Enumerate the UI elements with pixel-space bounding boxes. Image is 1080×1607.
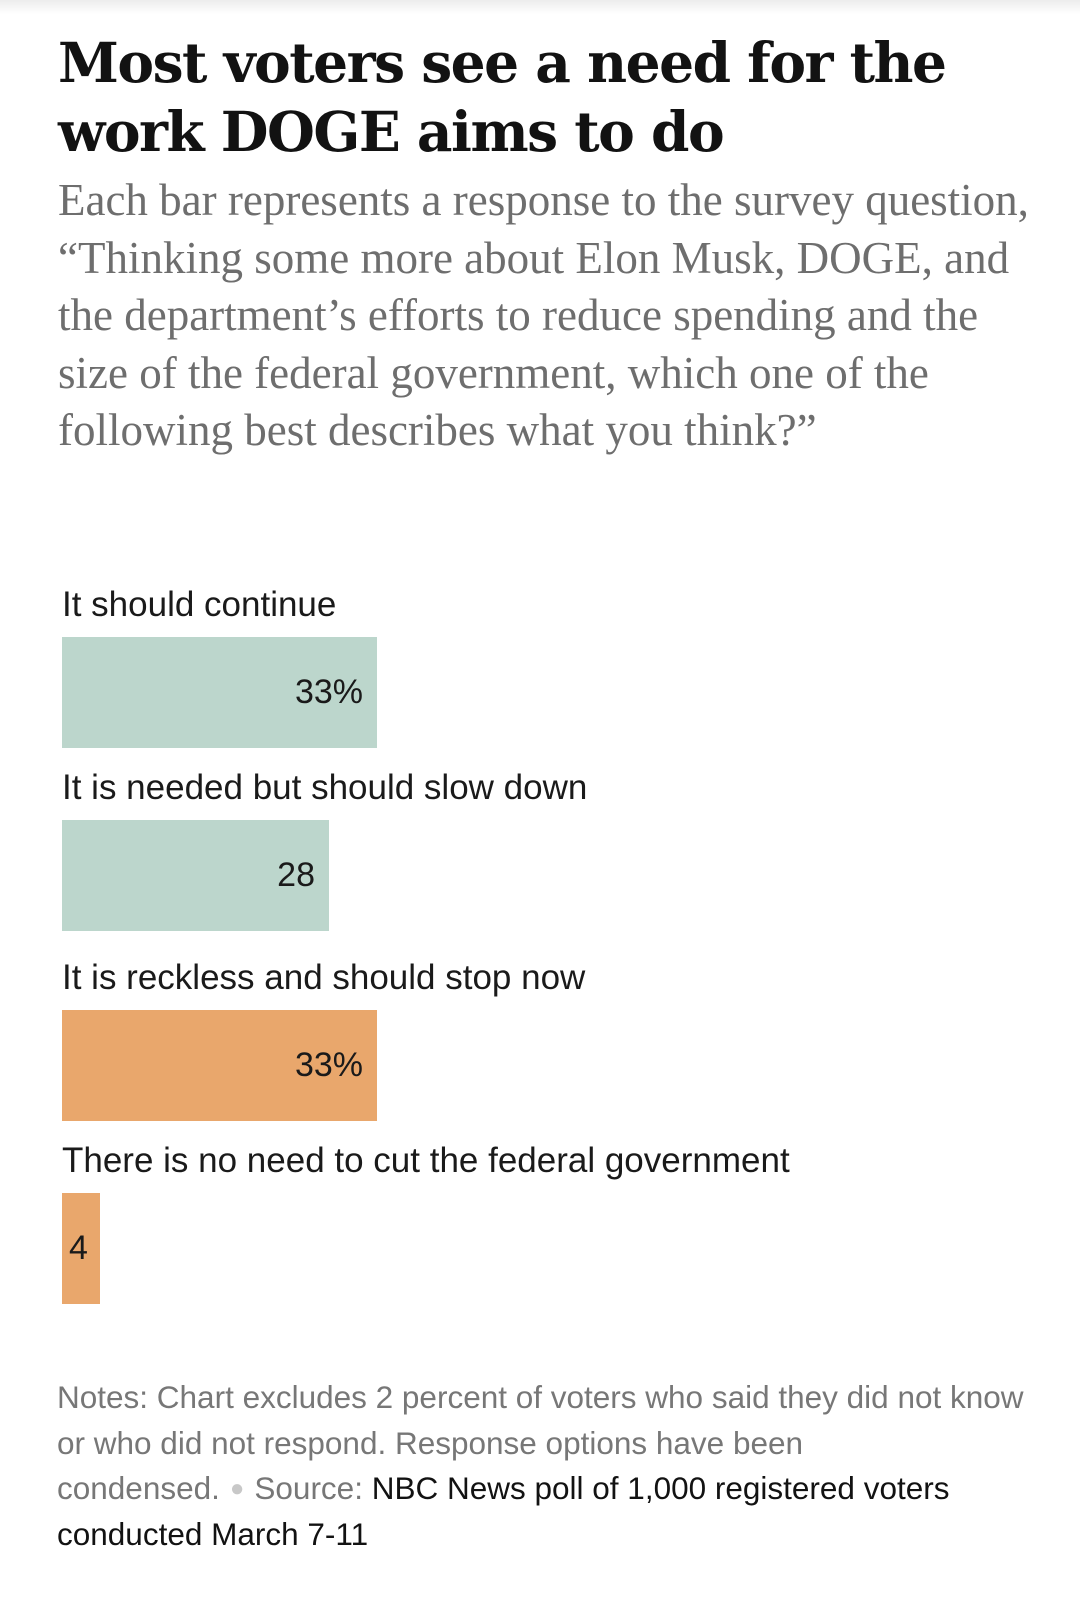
top-shadow [0,0,1080,14]
bar-label: There is no need to cut the federal gove… [62,1141,790,1180]
chart-headline: Most voters see a need for the work DOGE… [58,30,947,164]
bar-value-label: 4 [69,1229,88,1267]
bar-value-label: 33% [294,1046,363,1084]
bar [62,1193,100,1304]
bar-label: It should continue [62,585,337,624]
bar-label: It is needed but should slow down [62,768,588,807]
bar-chart: It should continue 33% It is needed but sh… [62,585,1022,1305]
source-label: Source: [254,1470,363,1506]
bar [62,637,377,748]
bar-label: It is reckless and should stop now [62,958,586,997]
chart-description: Each bar represents a response to the su… [58,175,1029,455]
bar-value-label: 28 [277,856,315,894]
separator-dot: ● [229,1475,245,1502]
bar [62,1010,377,1121]
source-text: NBC News poll of 1,000 registered voters… [57,1470,950,1552]
bar [62,820,329,931]
bar-value-label: 33% [294,673,363,711]
notes-text: Notes: Chart excludes 2 percent of voter… [57,1379,1024,1506]
chart-notes: Notes: Chart excludes 2 percent of voter… [57,1375,1032,1557]
